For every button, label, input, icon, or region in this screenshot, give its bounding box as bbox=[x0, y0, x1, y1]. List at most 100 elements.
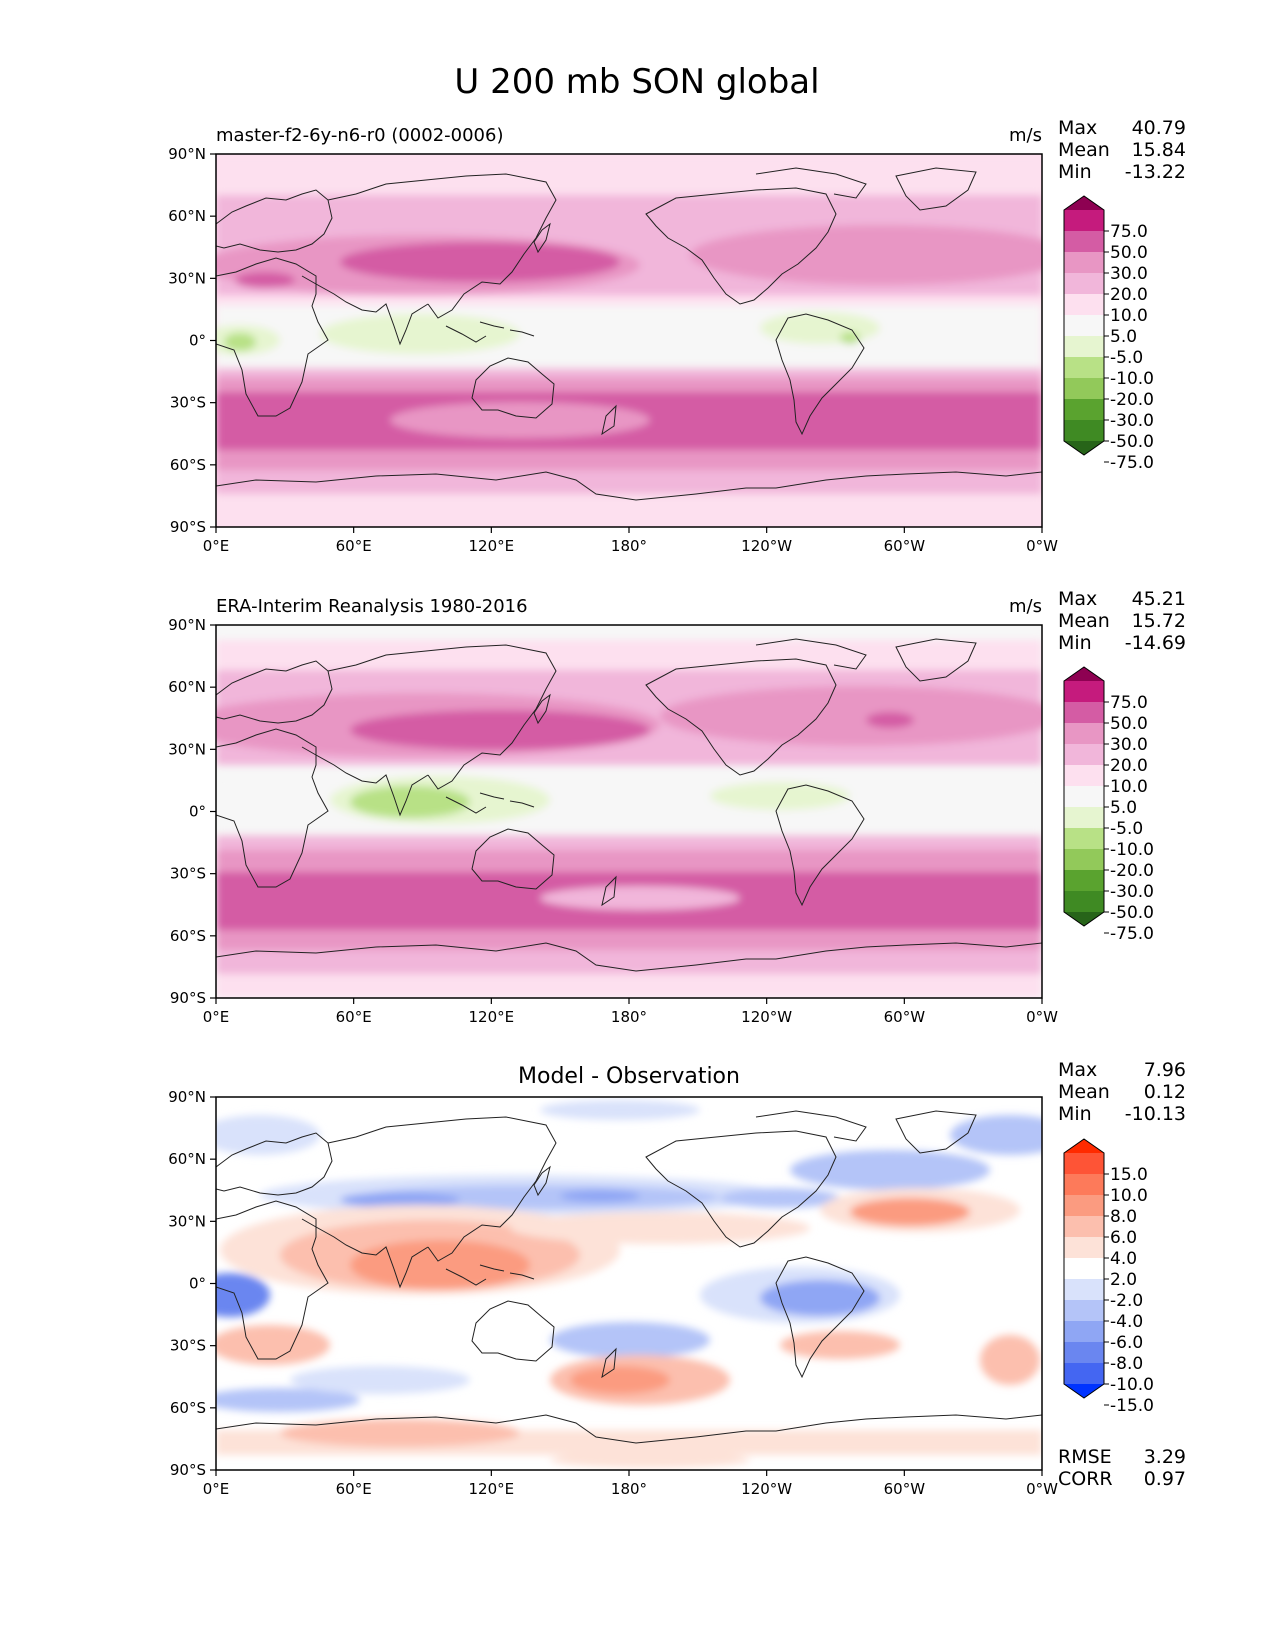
stat-max: Max 40.79 bbox=[1058, 117, 1186, 139]
y-tick-label: 90°S bbox=[170, 1461, 206, 1479]
colorbar-segment bbox=[1064, 891, 1104, 913]
colorbar-segment bbox=[1064, 273, 1104, 295]
y-tick-label: 30°N bbox=[168, 1212, 206, 1230]
colorbar-segment bbox=[1064, 765, 1104, 787]
colorbar-segment bbox=[1064, 1342, 1104, 1364]
x-tick-label: 120°E bbox=[469, 1008, 515, 1026]
colorbar-segment bbox=[1064, 1174, 1104, 1196]
colorbar-tick-label: -15.0 bbox=[1110, 1396, 1154, 1416]
y-tick-label: 60°S bbox=[170, 456, 206, 474]
colorbar-segment bbox=[1064, 210, 1104, 232]
y-tick-label: 0° bbox=[189, 1275, 206, 1293]
colorbar-tick-label: -30.0 bbox=[1110, 882, 1154, 902]
colorbar-tick-label: -5.0 bbox=[1110, 348, 1143, 368]
x-tick-label: 120°W bbox=[741, 1008, 792, 1026]
x-tick-label: 120°W bbox=[741, 1480, 792, 1498]
stats-panel-2: Max 45.21 Mean 15.72 Min -14.69 bbox=[1058, 588, 1186, 654]
y-tick-label: 90°N bbox=[168, 145, 206, 163]
colorbar-segment bbox=[1064, 1300, 1104, 1322]
colorbar-tick-label: -10.0 bbox=[1110, 840, 1154, 860]
colorbar-segment bbox=[1064, 252, 1104, 274]
colorbar-tick-label: 4.0 bbox=[1110, 1249, 1137, 1269]
colorbar-segment bbox=[1064, 681, 1104, 703]
x-tick-label: 0°W bbox=[1026, 1008, 1058, 1026]
y-tick-label: 30°S bbox=[170, 1337, 206, 1355]
colorbar-segment bbox=[1064, 723, 1104, 745]
panel-1-left-title: master-f2-6y-n6-r0 (0002-0006) bbox=[216, 125, 503, 146]
colorbar-tick-label: 30.0 bbox=[1110, 264, 1148, 284]
x-tick-label: 0°W bbox=[1026, 537, 1058, 555]
colorbar-tick-label: 30.0 bbox=[1110, 735, 1148, 755]
panel-3-center-title: Model - Observation bbox=[518, 1064, 740, 1089]
x-tick-label: 60°E bbox=[336, 1480, 372, 1498]
colorbar-segment bbox=[1064, 744, 1104, 766]
colorbar-segment bbox=[1064, 420, 1104, 442]
colorbar-segment bbox=[1064, 870, 1104, 892]
x-tick-label: 0°E bbox=[203, 537, 230, 555]
y-tick-label: 60°S bbox=[170, 927, 206, 945]
y-tick-label: 30°N bbox=[168, 740, 206, 758]
y-tick-label: 90°S bbox=[170, 989, 206, 1007]
x-tick-label: 60°E bbox=[336, 1008, 372, 1026]
stat-mean: Mean 15.84 bbox=[1058, 139, 1186, 161]
colorbar-tick-label: -10.0 bbox=[1110, 1375, 1154, 1395]
colorbar-segment bbox=[1064, 336, 1104, 358]
stat-rmse: RMSE 3.29 bbox=[1058, 1446, 1186, 1468]
stat-mean: Mean 15.72 bbox=[1058, 610, 1186, 632]
y-tick-label: 90°N bbox=[168, 1088, 206, 1106]
colorbar-tick-label: -50.0 bbox=[1110, 903, 1154, 923]
colorbar-tick-label: -30.0 bbox=[1110, 411, 1154, 431]
colorbar-segment bbox=[1064, 357, 1104, 379]
stat-max: Max 7.96 bbox=[1058, 1059, 1186, 1081]
panel-reference: ERA-Interim Reanalysis 1980-2016 m/s 0°E… bbox=[168, 596, 1154, 1026]
colorbar-tick-label: -2.0 bbox=[1110, 1291, 1143, 1311]
x-tick-label: 60°E bbox=[336, 537, 372, 555]
colorbar-tick-label: 5.0 bbox=[1110, 327, 1137, 347]
colorbar-extend-max bbox=[1064, 667, 1104, 681]
colorbar-segment bbox=[1064, 849, 1104, 871]
colorbar-tick-label: 50.0 bbox=[1110, 243, 1148, 263]
y-tick-label: 0° bbox=[189, 803, 206, 821]
y-tick-label: 90°N bbox=[168, 616, 206, 634]
colorbar-segment bbox=[1064, 1153, 1104, 1175]
colorbar-segment bbox=[1064, 231, 1104, 253]
colorbar-tick-label: 10.0 bbox=[1110, 1186, 1148, 1206]
x-tick-label: 120°W bbox=[741, 537, 792, 555]
y-tick-label: 60°S bbox=[170, 1399, 206, 1417]
x-tick-label: 0°E bbox=[203, 1008, 230, 1026]
colorbar-tick-label: -5.0 bbox=[1110, 819, 1143, 839]
x-tick-label: 120°E bbox=[469, 1480, 515, 1498]
colorbar-tick-label: -10.0 bbox=[1110, 369, 1154, 389]
colorbar-extend-min bbox=[1064, 1384, 1104, 1398]
colorbar-extend-min bbox=[1064, 912, 1104, 926]
colorbar-segment bbox=[1064, 828, 1104, 850]
panel-2-left-title: ERA-Interim Reanalysis 1980-2016 bbox=[216, 596, 528, 617]
colorbar-tick-label: 5.0 bbox=[1110, 798, 1137, 818]
y-tick-label: 30°S bbox=[170, 394, 206, 412]
x-tick-label: 180° bbox=[611, 1480, 647, 1498]
colorbar-tick-label: 75.0 bbox=[1110, 693, 1148, 713]
colorbar-tick-label: -4.0 bbox=[1110, 1312, 1143, 1332]
stat-corr: CORR 0.97 bbox=[1058, 1468, 1186, 1490]
colorbar-tick-label: -20.0 bbox=[1110, 390, 1154, 410]
x-tick-label: 180° bbox=[611, 537, 647, 555]
colorbar-segment bbox=[1064, 1321, 1104, 1343]
colorbar-segment bbox=[1064, 1258, 1104, 1280]
colorbar-segment bbox=[1064, 315, 1104, 337]
colorbar-tick-label: -6.0 bbox=[1110, 1333, 1143, 1353]
colorbar-segment bbox=[1064, 1279, 1104, 1301]
colorbar-tick-label: 10.0 bbox=[1110, 306, 1148, 326]
y-tick-label: 30°N bbox=[168, 269, 206, 287]
stat-max: Max 45.21 bbox=[1058, 588, 1186, 610]
x-tick-label: 60°W bbox=[884, 1480, 926, 1498]
colorbar-tick-label: 75.0 bbox=[1110, 222, 1148, 242]
colorbar-segment bbox=[1064, 1363, 1104, 1385]
y-tick-label: 30°S bbox=[170, 865, 206, 883]
colorbar-tick-label: 2.0 bbox=[1110, 1270, 1137, 1290]
colorbar-segment bbox=[1064, 1195, 1104, 1217]
panel-test: master-f2-6y-n6-r0 (0002-0006) m/s 0°E 60… bbox=[168, 125, 1154, 555]
colorbar-tick-label: 20.0 bbox=[1110, 756, 1148, 776]
colorbar-segment bbox=[1064, 1216, 1104, 1238]
colorbar-tick-label: 8.0 bbox=[1110, 1207, 1137, 1227]
